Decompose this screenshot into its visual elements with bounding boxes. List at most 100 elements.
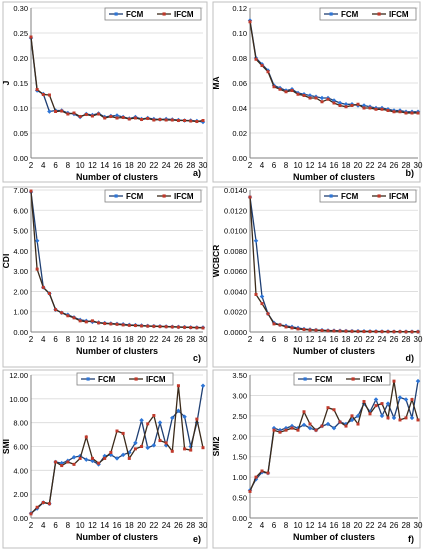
series-line-ifcm xyxy=(30,385,204,515)
legend-box xyxy=(76,372,174,386)
x-tick-label: 26 xyxy=(390,521,399,530)
data-point-ifcm xyxy=(290,426,294,430)
data-point-ifcm xyxy=(90,456,94,460)
data-point-ifcm xyxy=(296,428,300,432)
legend-swatch-marker xyxy=(86,377,90,381)
panel-label: f) xyxy=(408,534,414,544)
x-tick-label: 6 xyxy=(53,521,58,530)
data-point-ifcm xyxy=(170,325,174,329)
y-tick-label: 0.00 xyxy=(13,328,28,337)
x-tick-label: 16 xyxy=(113,521,122,530)
data-point-ifcm xyxy=(84,320,88,324)
legend: FCM IFCM xyxy=(104,189,202,203)
data-point-ifcm xyxy=(60,464,64,468)
legend-swatch-marker xyxy=(351,377,355,381)
data-point-ifcm xyxy=(72,316,76,320)
legend-label-fcm: FCM xyxy=(341,10,359,19)
data-point-ifcm xyxy=(362,329,366,333)
y-axis-label: SMI xyxy=(1,439,11,454)
y-tick-label: 8.00 xyxy=(13,419,28,428)
y-tick-label: 0.0120 xyxy=(224,206,247,215)
data-point-ifcm xyxy=(133,324,137,328)
data-point-ifcm xyxy=(290,326,294,330)
data-point-ifcm xyxy=(344,329,348,333)
data-point-ifcm xyxy=(272,428,276,432)
x-tick-label: 24 xyxy=(378,521,387,530)
x-tick-label: 22 xyxy=(149,161,158,170)
y-tick-label: 1.00 xyxy=(232,473,247,482)
data-point-ifcm xyxy=(103,321,107,325)
x-tick-label: 4 xyxy=(41,161,46,170)
x-tick-label: 20 xyxy=(137,521,146,530)
data-point-ifcm xyxy=(404,416,408,420)
data-point-ifcm xyxy=(115,116,119,120)
data-point-ifcm xyxy=(195,417,199,421)
data-point-ifcm xyxy=(29,512,33,516)
y-tick-label: 0.0020 xyxy=(224,308,247,317)
y-tick-label: 0.0140 xyxy=(224,186,247,195)
data-point-ifcm xyxy=(78,115,82,118)
data-point-ifcm xyxy=(35,505,39,509)
data-point-ifcm xyxy=(296,327,300,331)
data-point-ifcm xyxy=(183,447,187,451)
data-point-ifcm xyxy=(66,112,70,116)
y-axis-label: J xyxy=(1,80,11,85)
y-tick-label: 2.00 xyxy=(232,432,247,441)
data-point-ifcm xyxy=(54,308,58,312)
y-tick-label: 0.00 xyxy=(232,154,247,163)
x-tick-label: 20 xyxy=(354,161,363,170)
legend: FCM IFCM xyxy=(104,7,202,21)
x-tick-label: 12 xyxy=(306,521,315,530)
x-tick-label: 12 xyxy=(88,521,97,530)
data-point-ifcm xyxy=(152,414,156,418)
panel-frame xyxy=(2,1,208,183)
data-point-ifcm xyxy=(260,64,264,67)
data-point-ifcm xyxy=(41,93,45,96)
data-point-ifcm xyxy=(140,118,144,121)
panel-label: e) xyxy=(193,534,201,544)
data-point-ifcm xyxy=(140,324,144,328)
data-point-fcm xyxy=(391,415,397,421)
data-point-ifcm xyxy=(115,322,119,326)
y-tick-label: 0.0000 xyxy=(224,328,247,337)
x-tick-label: 2 xyxy=(29,521,34,530)
data-point-fcm xyxy=(373,397,379,402)
legend-label-fcm: FCM xyxy=(315,375,333,384)
data-point-ifcm xyxy=(356,422,360,426)
data-point-ifcm xyxy=(195,326,199,330)
data-point-ifcm xyxy=(374,404,378,408)
x-tick-label: 2 xyxy=(248,335,253,344)
y-tick-label: 2.50 xyxy=(232,412,247,421)
y-tick-label: 2.00 xyxy=(13,490,28,499)
data-point-ifcm xyxy=(90,319,94,323)
x-tick-label: 30 xyxy=(199,161,208,170)
data-point-fcm xyxy=(139,418,144,423)
x-tick-label: 30 xyxy=(414,335,423,344)
data-point-ifcm xyxy=(254,475,258,479)
data-point-ifcm xyxy=(410,398,414,402)
data-point-ifcm xyxy=(164,118,168,122)
x-tick-label: 4 xyxy=(260,521,265,530)
x-tick-label: 24 xyxy=(378,161,387,170)
data-point-ifcm xyxy=(183,325,187,329)
data-point-ifcm xyxy=(127,323,131,327)
data-point-ifcm xyxy=(41,501,45,505)
x-axis-label: Number of clusters xyxy=(76,532,158,542)
data-point-ifcm xyxy=(170,449,174,453)
legend-swatch-marker xyxy=(162,12,166,16)
x-tick-label: 18 xyxy=(125,161,134,170)
data-point-ifcm xyxy=(308,96,312,100)
x-tick-label: 14 xyxy=(100,335,109,344)
legend-box xyxy=(319,189,417,203)
y-tick-label: 0.0060 xyxy=(224,267,247,276)
y-tick-label: 0.00 xyxy=(232,514,247,523)
x-tick-label: 22 xyxy=(149,521,158,530)
legend-swatch-marker xyxy=(303,377,307,381)
data-point-ifcm xyxy=(158,439,162,443)
y-tick-label: 6.00 xyxy=(13,443,28,452)
panel-frame xyxy=(2,369,208,549)
data-point-ifcm xyxy=(392,110,396,114)
legend-swatch-marker xyxy=(329,194,333,198)
legend-label-fcm: FCM xyxy=(341,192,359,201)
legend-box xyxy=(104,7,202,21)
